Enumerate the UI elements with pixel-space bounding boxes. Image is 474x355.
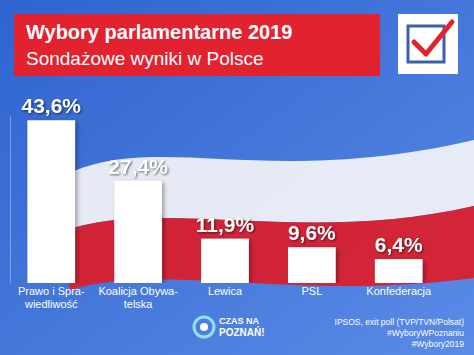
title-box xyxy=(14,14,380,76)
source-text: #WyboryWPoznaniu xyxy=(387,328,464,338)
logo: CZAS NAPOZNAŃ! xyxy=(194,316,265,338)
checkbox-check xyxy=(414,22,452,54)
logo-text: CZAS NA xyxy=(219,316,259,326)
source-text: #Wybory2019 xyxy=(412,339,465,349)
logo-text: POZNAŃ! xyxy=(219,326,265,338)
data-label: 27,4% xyxy=(108,155,168,178)
x-tick-label-line: Koalicja Obywa- xyxy=(98,285,178,297)
x-tick: Prawo i Spra-wiedliwość xyxy=(18,283,85,310)
x-tick-label-line: Prawo i Spra- xyxy=(18,285,85,297)
flag xyxy=(60,140,474,290)
y-axis-line xyxy=(10,116,11,284)
bar xyxy=(375,259,423,283)
x-tick-label-line: Konfederacja xyxy=(366,285,432,297)
x-tick: Konfederacja xyxy=(366,283,432,297)
x-tick-label-line: Lewica xyxy=(208,285,243,297)
x-tick-label-line: telska xyxy=(124,298,154,310)
title-banner: Wybory parlamentarne 2019 Sondażowe wynik… xyxy=(14,14,380,76)
source: IPSOS, exit poll (TVP/TVN/Polsat)#Wybory… xyxy=(335,317,465,349)
chart: 43,6% 27,4% 11,9% 9,6% 6,4% Prawo i Spra-wied… xyxy=(0,0,474,355)
x-tick-label: Prawo i Spra-wiedliwość xyxy=(18,285,85,310)
y-axis xyxy=(10,116,11,284)
data-label: 43,6% xyxy=(21,94,81,117)
x-tick-label: Lewica xyxy=(208,285,243,297)
x-tick: PSL xyxy=(301,283,322,297)
title: Wybory parlamentarne 2019 xyxy=(26,21,292,43)
checkbox-bg xyxy=(398,14,458,74)
data-label: 6,4% xyxy=(375,233,423,256)
x-tick-label-line: PSL xyxy=(301,285,322,297)
x-tick: Koalicja Obywa-telska xyxy=(98,283,178,310)
logo-ring xyxy=(194,317,214,337)
subtitle: Sondażowe wyniki w Polsce xyxy=(26,48,264,69)
x-tick-label: Konfederacja xyxy=(366,285,432,297)
bar xyxy=(27,120,75,283)
data-labels: 43,6% 27,4% 11,9% 9,6% 6,4% xyxy=(21,94,423,256)
data-label: 9,6% xyxy=(288,221,336,244)
bar xyxy=(288,247,336,283)
bar xyxy=(201,239,249,283)
x-tick-label: PSL xyxy=(301,285,322,297)
bar xyxy=(114,181,162,283)
logo-dot xyxy=(200,323,208,331)
data-label: 11,9% xyxy=(196,213,255,236)
x-axis: Prawo i Spra-wiedliwość Koalicja Obywa-te… xyxy=(18,283,432,310)
x-tick-label-line: wiedliwość xyxy=(24,298,78,310)
source-text: IPSOS, exit poll (TVP/TVN/Polsat) xyxy=(335,317,465,327)
x-tick-label: Koalicja Obywa-telska xyxy=(98,285,178,310)
x-tick: Lewica xyxy=(208,283,243,297)
background xyxy=(0,0,474,355)
checkbox-icon xyxy=(398,14,458,74)
bars xyxy=(27,120,422,283)
